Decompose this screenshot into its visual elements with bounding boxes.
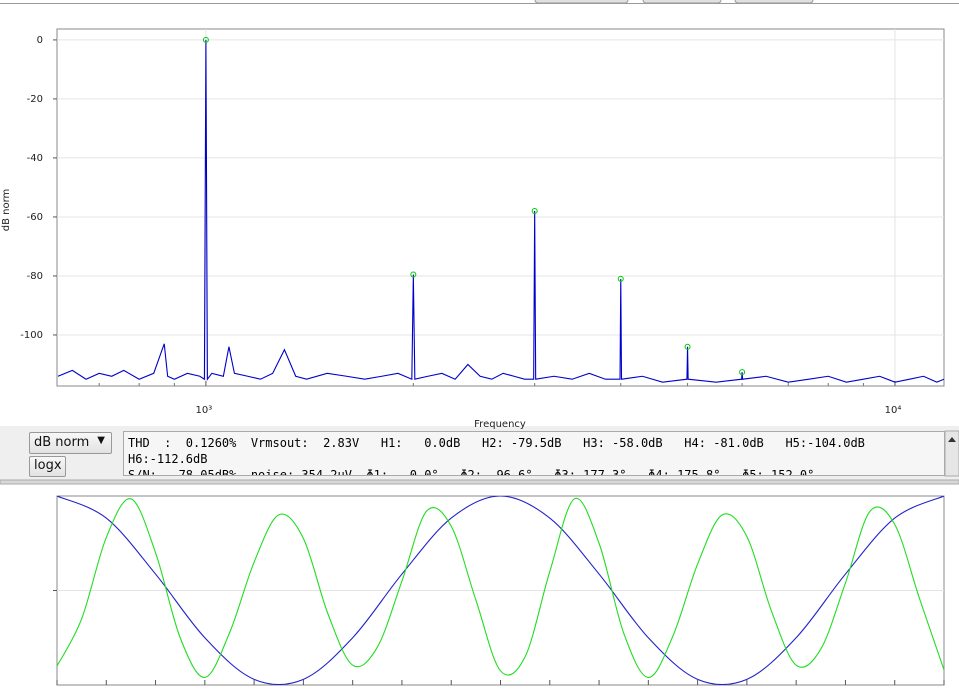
dropdown-arrow: ▼ xyxy=(97,435,105,446)
top-button[interactable] xyxy=(734,0,814,4)
top-button[interactable] xyxy=(642,0,722,4)
harmonic-marker xyxy=(617,275,624,282)
stats-line: H6:-112.6dB xyxy=(128,452,208,466)
y-tick-label: 0 xyxy=(37,35,43,46)
y-tick-label: -100 xyxy=(20,330,43,341)
stats-line: THD : 0.1260% Vrmsout: 2.83V H1: 0.0dB H… xyxy=(128,436,865,450)
x-tick-label: 10³ xyxy=(196,405,213,416)
scroll-up-arrow[interactable] xyxy=(948,437,956,442)
logx-button[interactable]: logx xyxy=(29,456,66,477)
harmonic-marker xyxy=(531,208,538,215)
x-tick-label: 10⁴ xyxy=(885,405,902,416)
scale-dropdown[interactable]: dB norm ▼ xyxy=(29,432,112,454)
harmonic-marker xyxy=(739,369,746,376)
splitter[interactable] xyxy=(0,479,959,485)
harmonic-marker xyxy=(202,36,209,43)
y-tick-label: -60 xyxy=(27,212,43,223)
harmonic-marker xyxy=(684,343,691,350)
series-line xyxy=(57,496,944,685)
stats-line: S/N: 78.05dB% noise: 354.2uV ɸ1: 0.0° ɸ2… xyxy=(128,468,815,476)
x-axis-label: Frequency xyxy=(474,419,526,430)
scrollbar[interactable] xyxy=(944,430,959,477)
top-button[interactable] xyxy=(534,0,629,4)
plot-area xyxy=(56,28,945,387)
harmonic-marker xyxy=(410,271,417,278)
y-tick-label: -80 xyxy=(27,271,43,282)
stats-text-box[interactable]: THD : 0.1260% Vrmsout: 2.83V H1: 0.0dB H… xyxy=(123,431,945,476)
series-line xyxy=(57,497,944,678)
button-text: logx xyxy=(34,458,62,473)
y-tick-label: -20 xyxy=(27,94,43,105)
y-axis-label: dB norm xyxy=(1,189,12,232)
series-line xyxy=(57,39,944,383)
y-tick-label: -40 xyxy=(27,153,43,164)
dropdown-text: dB norm xyxy=(34,435,90,450)
